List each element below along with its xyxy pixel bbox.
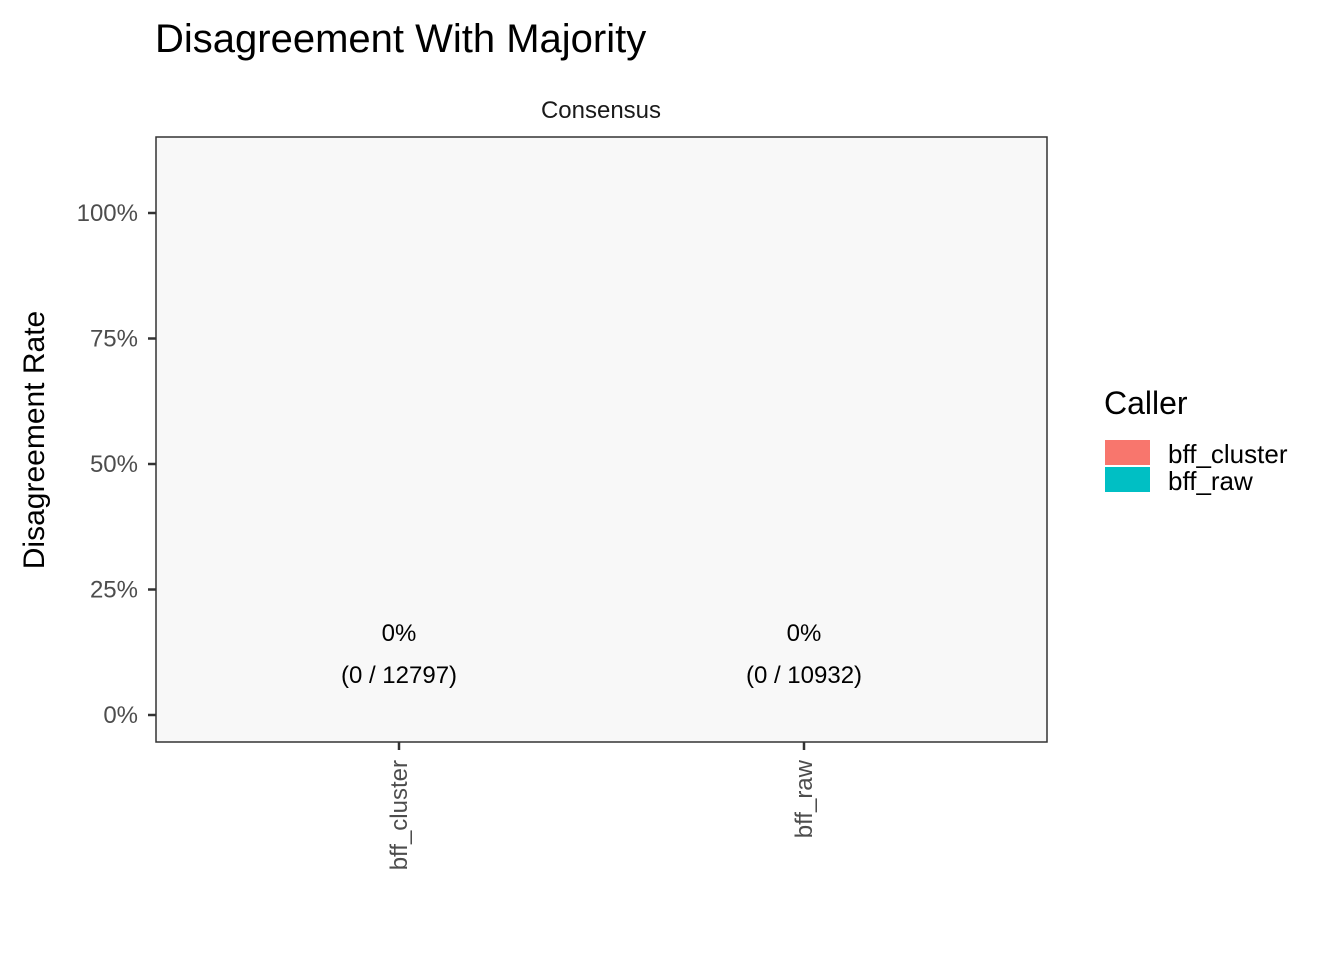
y-tick-label: 75%	[90, 326, 138, 353]
y-axis: 0% 25% 50% 75% 100%	[77, 200, 156, 729]
data-label-percent: 0%	[382, 620, 417, 647]
data-label-counts: (0 / 12797)	[341, 662, 457, 689]
x-tick-label: bff_cluster	[386, 760, 413, 870]
legend-key-bff_cluster	[1105, 440, 1150, 465]
legend-key-bff_raw	[1105, 467, 1150, 492]
y-tick-label: 50%	[90, 451, 138, 478]
y-tick-label: 0%	[103, 702, 138, 729]
y-tick-label: 100%	[77, 200, 138, 227]
legend-label: bff_raw	[1168, 466, 1253, 496]
facet-label: Consensus	[541, 97, 661, 124]
y-tick-label: 25%	[90, 577, 138, 604]
plot-panel	[155, 136, 1048, 743]
x-tick-label: bff_raw	[791, 759, 818, 838]
legend-label: bff_cluster	[1168, 439, 1288, 469]
data-label-percent: 0%	[787, 620, 822, 647]
data-label-counts: (0 / 10932)	[746, 662, 862, 689]
chart-title: Disagreement With Majority	[155, 17, 646, 61]
legend-title: Caller	[1104, 385, 1188, 421]
x-axis: bff_cluster bff_raw	[386, 742, 818, 870]
data-labels: 0% (0 / 12797) 0% (0 / 10932)	[341, 620, 862, 689]
y-axis-title: Disagreement Rate	[18, 311, 51, 569]
